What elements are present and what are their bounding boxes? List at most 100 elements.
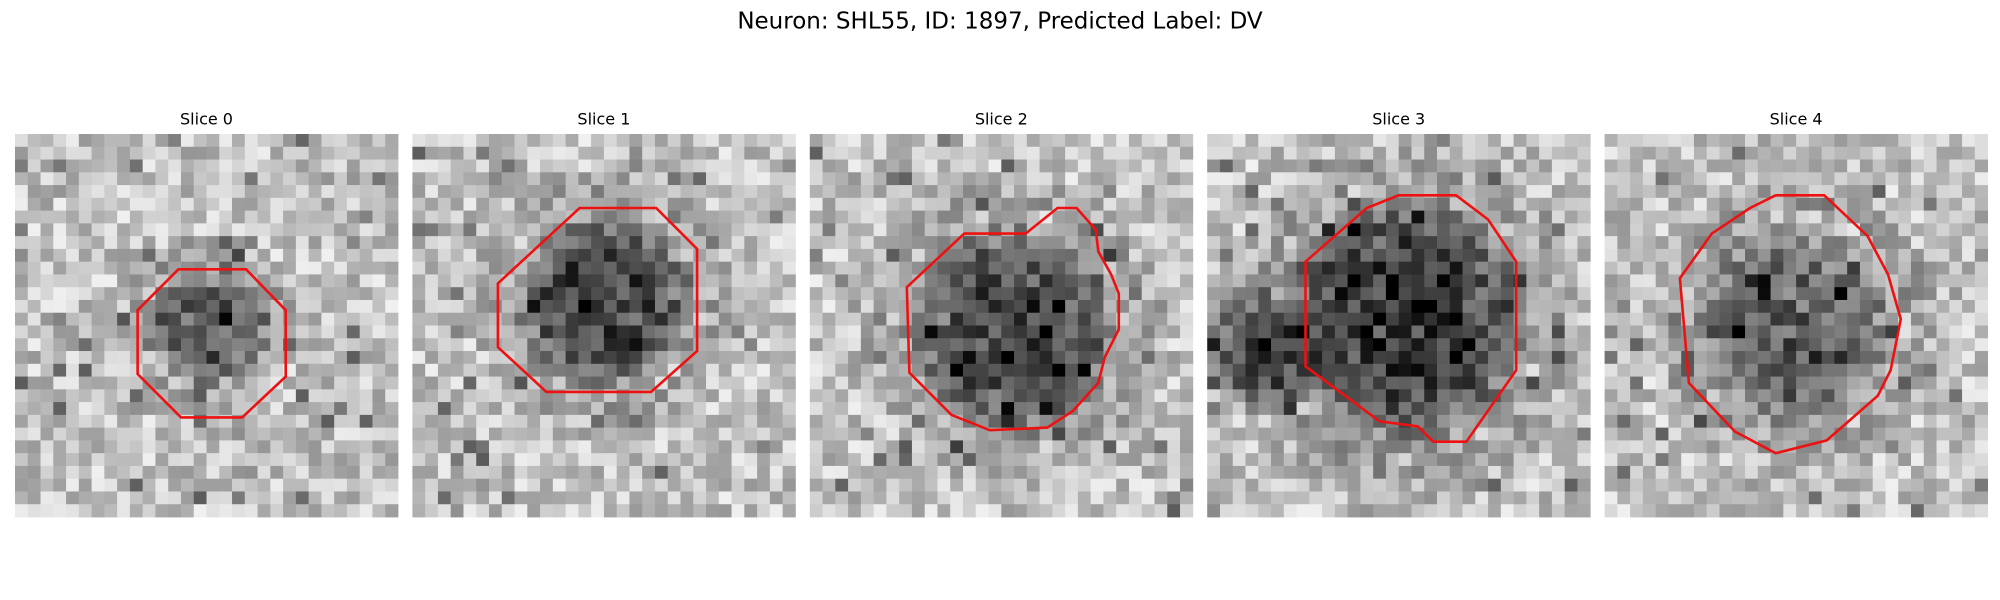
- pixel: [1347, 325, 1361, 339]
- pixel: [937, 248, 951, 263]
- pixel: [1283, 402, 1297, 416]
- pixel: [1526, 134, 1540, 148]
- pixel: [1334, 248, 1349, 263]
- pixel: [308, 427, 322, 441]
- pixel: [782, 325, 796, 339]
- pixel: [1911, 274, 1925, 288]
- pixel: [1706, 299, 1720, 314]
- pixel: [1052, 261, 1066, 275]
- pixel: [1859, 325, 1874, 339]
- pixel: [1808, 312, 1823, 326]
- pixel: [1475, 197, 1489, 211]
- pixel: [257, 491, 271, 505]
- pixel: [129, 172, 144, 186]
- pixel: [1449, 363, 1463, 377]
- pixel: [372, 261, 386, 275]
- pixel: [1180, 376, 1194, 390]
- pixel: [295, 351, 310, 365]
- pixel: [346, 504, 361, 518]
- pixel: [1116, 134, 1130, 148]
- pixel: [769, 146, 784, 160]
- pixel: [283, 376, 297, 390]
- pixel: [540, 440, 554, 454]
- pixel: [1116, 453, 1130, 467]
- pixel: [476, 261, 490, 275]
- pixel: [1014, 287, 1028, 301]
- pixel: [1847, 197, 1861, 211]
- pixel: [848, 376, 862, 390]
- pixel: [1949, 491, 1963, 505]
- pixel: [744, 427, 758, 441]
- pixel: [1232, 210, 1246, 224]
- pixel: [1706, 197, 1720, 211]
- pixel: [1655, 402, 1669, 416]
- pixel: [1974, 287, 1988, 301]
- pixel: [155, 261, 169, 275]
- pixel: [540, 491, 554, 505]
- pixel: [1245, 312, 1259, 326]
- pixel: [1001, 172, 1015, 186]
- pixel: [1859, 363, 1874, 377]
- pixel: [463, 427, 477, 441]
- pixel: [1770, 351, 1784, 365]
- pixel: [219, 363, 233, 377]
- pixel: [1630, 478, 1644, 492]
- pixel: [232, 312, 246, 326]
- pixel: [1974, 210, 1988, 224]
- pixel: [244, 223, 258, 237]
- pixel: [744, 363, 758, 377]
- pixel: [1014, 338, 1028, 352]
- pixel: [835, 491, 849, 505]
- pixel: [1859, 197, 1874, 211]
- pixel: [835, 146, 849, 160]
- pixel: [1539, 185, 1553, 199]
- pixel: [1577, 414, 1591, 429]
- pixel: [1500, 478, 1514, 492]
- pixel: [1424, 414, 1438, 429]
- pixel: [1373, 363, 1387, 377]
- pixel: [629, 465, 643, 480]
- pixel: [706, 363, 720, 377]
- pixel: [257, 274, 271, 288]
- pixel: [1923, 363, 1937, 377]
- pixel: [757, 223, 771, 237]
- pixel: [91, 299, 105, 314]
- pixel: [706, 338, 720, 352]
- pixel: [565, 287, 579, 301]
- pixel: [1719, 440, 1733, 454]
- pixel: [257, 312, 271, 326]
- pixel: [425, 236, 439, 250]
- pixel: [1706, 427, 1720, 441]
- pixel: [1026, 299, 1040, 314]
- pixel: [1424, 159, 1438, 173]
- pixel: [1551, 504, 1566, 518]
- pixel: [1783, 402, 1797, 416]
- pixel: [1719, 185, 1733, 199]
- pixel: [1207, 248, 1221, 263]
- pixel: [1424, 389, 1438, 403]
- pixel: [334, 427, 348, 441]
- pixel: [1116, 389, 1130, 403]
- pixel: [1077, 363, 1092, 377]
- pixel: [1449, 287, 1463, 301]
- pixel: [769, 363, 784, 377]
- pixel: [1745, 223, 1759, 237]
- pixel: [782, 427, 796, 441]
- pixel: [129, 465, 144, 480]
- pixel: [295, 427, 310, 441]
- pixel: [1783, 146, 1797, 160]
- pixel: [1065, 478, 1079, 492]
- pixel: [1577, 478, 1591, 492]
- pixel: [963, 134, 977, 148]
- pixel: [527, 223, 541, 237]
- pixel: [1437, 312, 1451, 326]
- pixel: [540, 478, 554, 492]
- pixel: [1783, 504, 1797, 518]
- pixel: [1065, 338, 1079, 352]
- pixel: [1732, 146, 1746, 160]
- pixel: [1026, 363, 1040, 377]
- pixel: [104, 478, 118, 492]
- pixel: [1681, 134, 1695, 148]
- pixel: [1411, 491, 1425, 505]
- pixel: [1757, 146, 1771, 160]
